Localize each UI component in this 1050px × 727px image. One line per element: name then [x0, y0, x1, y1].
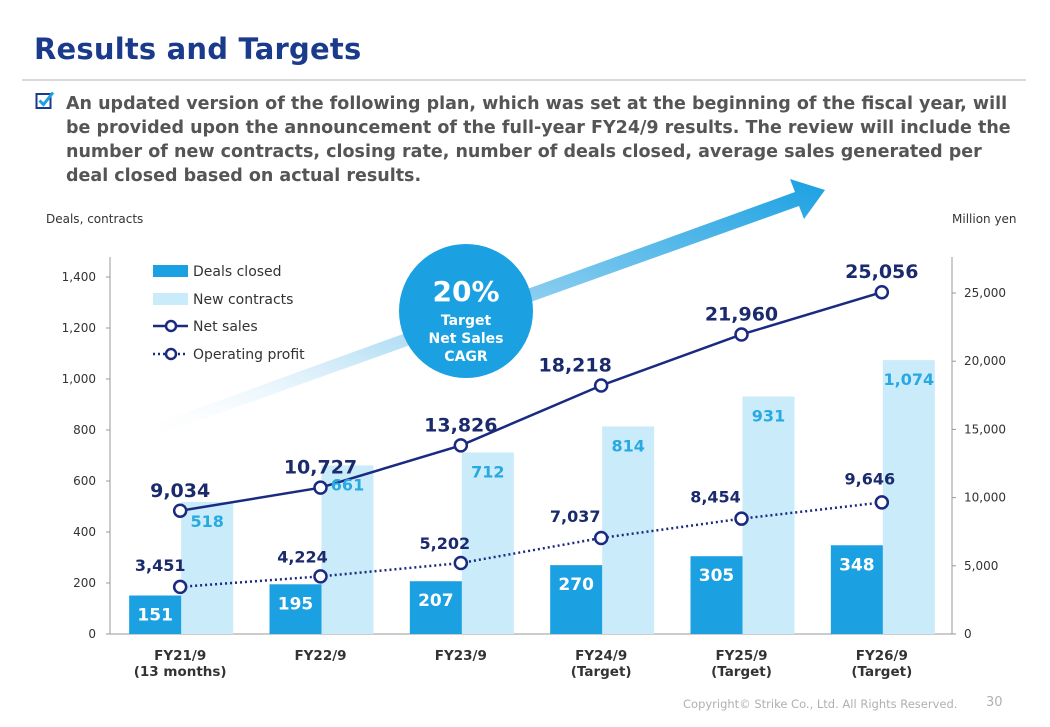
deals-closed-bar: [690, 556, 743, 634]
deals-closed-value: 207: [418, 591, 454, 611]
right-tick-label: 25,000: [964, 286, 1006, 300]
operating-profit-point: [453, 555, 469, 571]
left-tick-label: 600: [73, 474, 96, 488]
intro-text: An updated version of the following plan…: [66, 94, 1011, 186]
deals-closed-bar: [550, 565, 603, 634]
operating-profit-value: 5,202: [420, 534, 471, 553]
net-sales-value: 18,218: [539, 355, 612, 377]
deals-closed-value: 348: [839, 555, 875, 575]
legend-marker-operating-profit: [164, 347, 178, 361]
new-contracts-bar: [321, 465, 374, 634]
net-sales-value: 10,727: [284, 457, 357, 479]
page-number: 30: [986, 695, 1003, 710]
deals-closed-value: 195: [278, 594, 314, 614]
category-sublabel: (Target): [851, 664, 912, 680]
operating-profit-point: [593, 530, 609, 546]
category-label: FY23/9: [435, 648, 487, 664]
net-sales-point: [453, 438, 469, 453]
category-sublabel: (13 months): [134, 664, 227, 680]
right-tick-label: 15,000: [964, 422, 1006, 436]
deals-closed-bar: [129, 595, 182, 634]
left-tick-label: 1,400: [62, 270, 96, 284]
deals-closed-value: 151: [137, 605, 173, 625]
operating-profit-value: 7,037: [550, 507, 601, 526]
new-contracts-value: 661: [331, 475, 364, 494]
net-sales-line: [179, 291, 883, 513]
right-axis-title: Million yen: [952, 212, 1017, 226]
deals-closed-bar: [830, 545, 883, 634]
deals-closed-value: 305: [699, 566, 735, 586]
new-contracts-value: 814: [611, 436, 644, 455]
legend-label: Net sales: [193, 319, 258, 335]
deals-closed-bar: [269, 584, 322, 634]
deals-closed-value: 270: [558, 575, 594, 595]
checkbox-icon: [35, 91, 55, 109]
category-label: FY26/9: [856, 648, 908, 664]
category-label: FY24/9: [575, 648, 627, 664]
left-tick-label: 200: [73, 576, 96, 590]
category-label: FY25/9: [715, 648, 767, 664]
legend-label: New contracts: [193, 292, 293, 308]
category-sublabel: (Target): [711, 664, 772, 680]
new-contracts-bar: [742, 396, 795, 634]
operating-profit-point: [172, 579, 188, 595]
cagr-badge-caption: CAGR: [444, 349, 488, 365]
deals-closed-bar: [409, 581, 462, 634]
new-contracts-bar: [461, 452, 514, 634]
new-contracts-bar: [602, 426, 655, 634]
net-sales-point: [734, 327, 749, 342]
net-sales-value: 21,960: [705, 303, 778, 325]
right-tick-label: 10,000: [964, 491, 1006, 505]
operating-profit-point: [313, 569, 328, 584]
legend-label: Deals closed: [193, 264, 282, 280]
cagr-badge-value: 20%: [432, 275, 499, 308]
legend-swatch-deals-closed: [153, 265, 188, 277]
net-sales-point: [172, 503, 188, 519]
new-contracts-value: 518: [190, 512, 223, 531]
net-sales-value: 25,056: [845, 261, 918, 283]
new-contracts-value: 1,074: [884, 370, 935, 389]
left-tick-label: 400: [73, 525, 96, 539]
net-sales-point: [593, 378, 609, 393]
new-contracts-bar: [882, 360, 935, 634]
left-tick-label: 1,200: [62, 321, 96, 335]
legend-label: Operating profit: [193, 347, 305, 363]
title-divider: [22, 79, 1026, 81]
operating-profit-value: 3,451: [135, 556, 186, 575]
page-title: Results and Targets: [34, 32, 362, 66]
right-tick-label: 0: [964, 627, 972, 641]
new-contracts-bar: [181, 501, 234, 634]
new-contracts-value: 712: [471, 462, 504, 481]
category-label: FY21/9: [154, 648, 206, 664]
operating-profit-point: [734, 511, 749, 526]
right-tick-label: 5,000: [964, 559, 998, 573]
net-sales-point: [313, 480, 328, 495]
operating-profit-value: 9,646: [845, 469, 896, 488]
category-sublabel: (Target): [571, 664, 632, 680]
cagr-badge-caption: Net Sales: [429, 331, 504, 347]
net-sales-point: [874, 284, 890, 300]
legend-swatch-new-contracts: [153, 293, 188, 305]
legend-marker-net-sales: [164, 319, 178, 333]
net-sales-value: 13,826: [424, 414, 497, 436]
operating-profit-point: [874, 495, 890, 510]
left-tick-label: 0: [88, 627, 96, 641]
left-axis-title: Deals, contracts: [46, 212, 144, 226]
cagr-badge: [399, 244, 533, 378]
category-label: FY22/9: [294, 648, 346, 664]
operating-profit-value: 8,454: [690, 488, 741, 507]
new-contracts-value: 931: [752, 407, 785, 426]
right-tick-label: 20,000: [964, 354, 1006, 368]
left-tick-label: 800: [73, 423, 96, 437]
copyright-footer: Copyright© Strike Co., Ltd. All Rights R…: [683, 697, 958, 711]
cagr-badge-caption: Target: [441, 313, 492, 329]
left-tick-label: 1,000: [62, 372, 96, 386]
operating-profit-value: 4,224: [277, 547, 328, 566]
net-sales-value: 9,034: [150, 480, 210, 502]
